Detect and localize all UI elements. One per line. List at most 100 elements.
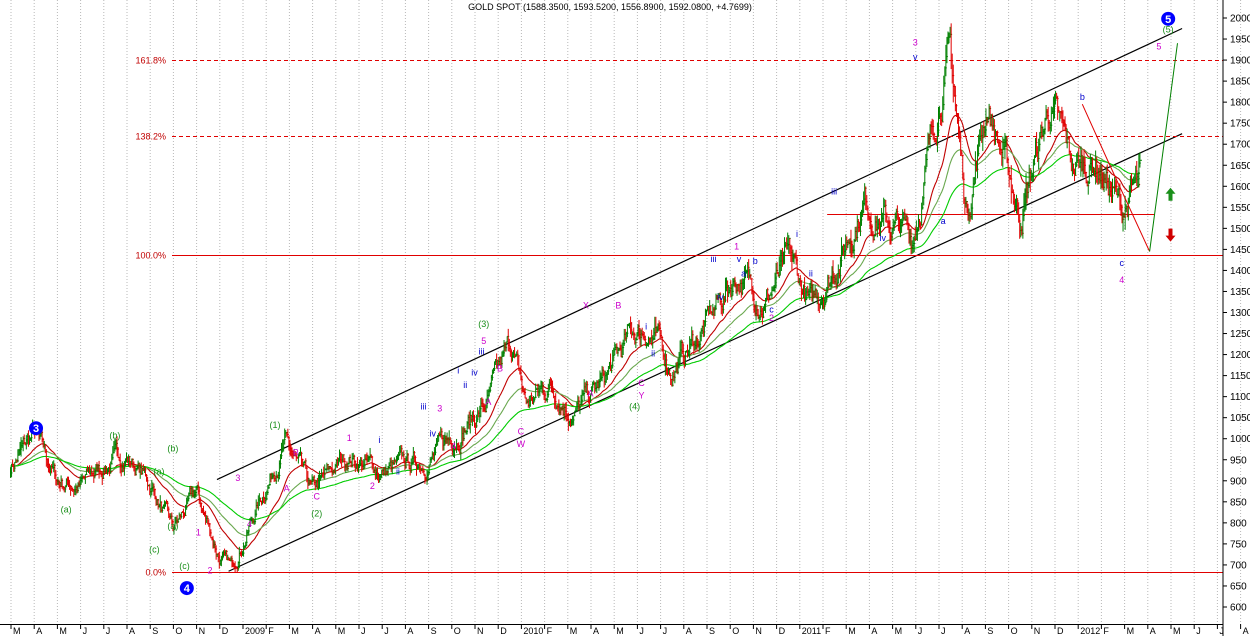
x-tick-label: M [1173, 626, 1181, 636]
wave-label: i [645, 321, 647, 331]
wave-label: a [941, 216, 946, 226]
x-tick-label: M [13, 626, 21, 636]
wave-label: 3 [437, 403, 442, 413]
fib-label: 138.2% [135, 132, 166, 142]
x-tick-label: M [616, 626, 624, 636]
projection-paths [1081, 43, 1178, 252]
y-tick-label: 1850 [1230, 77, 1250, 88]
x-tick-label: A [129, 626, 135, 636]
wave-label: ii [463, 380, 467, 390]
wave-label: 3 [235, 473, 240, 483]
x-tick-label: N [199, 626, 206, 636]
fib-label: 0.0% [145, 568, 166, 578]
x-tick-label: O [175, 626, 182, 636]
wave-label: 5 [1156, 42, 1161, 52]
x-tick-label: S [987, 626, 993, 636]
x-axis-ticks: M A M J J A S O N D 2009 F M A M J J A S O N D 2010 F M A M J J A S O N D… [10, 624, 1249, 636]
x-tick-label: J [106, 626, 111, 636]
x-tick-label: 2009 [245, 626, 265, 636]
x-tick-label: M [59, 626, 67, 636]
wave-label: 3 [913, 37, 918, 47]
y-tick-label: 1500 [1230, 224, 1250, 235]
arrow-down-icon [1165, 228, 1176, 242]
x-tick-label: A [315, 626, 321, 636]
y-tick-label: 900 [1230, 476, 1247, 487]
x-tick-label: A [593, 626, 599, 636]
x-tick-label: M [291, 626, 299, 636]
wave-label: B [615, 300, 621, 310]
x-tick-label: S [431, 626, 437, 636]
wave-label: A [284, 483, 290, 493]
wave-label: 4 [451, 441, 456, 451]
wave-label: A [587, 389, 593, 399]
x-tick-label: O [454, 626, 461, 636]
channel-lines [216, 27, 1183, 572]
arrow-up-icon [1165, 187, 1176, 201]
y-tick-label: 2000 [1230, 14, 1250, 25]
y-tick-label: 1300 [1230, 308, 1250, 319]
wave-label: (5) [1163, 25, 1174, 35]
fib-label: 100.0% [135, 251, 166, 261]
wave-label: (a) [153, 466, 164, 476]
y-tick-label: 700 [1230, 560, 1247, 571]
wave-label: 2 [769, 313, 774, 323]
y-tick-label: 1200 [1230, 350, 1250, 361]
wave-label: iv [717, 292, 724, 302]
x-tick-label: M [570, 626, 578, 636]
x-tick-label: M [338, 626, 346, 636]
x-tick-label: A [1150, 626, 1156, 636]
y-tick-label: 1750 [1230, 119, 1250, 130]
x-tick-label: J [361, 626, 366, 636]
wave-label: iii [710, 254, 716, 264]
projection-up-path [1149, 43, 1178, 252]
y-tick-label: 1250 [1230, 329, 1250, 340]
wave-label: ii [809, 269, 813, 279]
wave-label: 3 [33, 423, 39, 435]
x-tick-label: D [222, 626, 229, 636]
y-tick-label: 1950 [1230, 35, 1250, 46]
channel-line [228, 133, 1183, 572]
wave-label: B [497, 363, 503, 373]
wave-label: 1 [734, 241, 739, 251]
wave-label: iv [429, 429, 436, 439]
chart-title: GOLD SPOT (1588.3500, 1593.5200, 1556.89… [468, 2, 752, 12]
x-tick-label: D [500, 626, 507, 636]
x-tick-label: N [755, 626, 762, 636]
x-tick-label: A [1243, 626, 1249, 636]
wave-circle-marker [179, 581, 194, 596]
price-bars [10, 23, 1142, 573]
wave-label: c [769, 305, 774, 315]
wave-label: Y [639, 391, 645, 401]
y-tick-label: 650 [1230, 581, 1247, 592]
wave-label: (a) [61, 504, 72, 514]
x-tick-label: S [709, 626, 715, 636]
x-tick-label: M [895, 626, 903, 636]
wave-label: C [313, 492, 320, 502]
wave-label: 4 [247, 519, 252, 529]
x-tick-label: D [1057, 626, 1064, 636]
wave-label: B [293, 448, 299, 458]
x-tick-label: F [268, 626, 274, 636]
x-tick-label: A [871, 626, 877, 636]
wave-label: 1 [347, 433, 352, 443]
y-tick-label: 1650 [1230, 161, 1250, 172]
wave-label: v [913, 52, 918, 62]
wave-label: iv [880, 233, 887, 243]
wave-label: (b) [167, 443, 178, 453]
wave-label: (b) [109, 431, 120, 441]
x-tick-label: O [732, 626, 739, 636]
y-tick-label: 1350 [1230, 287, 1250, 298]
x-tick-label: J [83, 626, 88, 636]
y-tick-label: 1150 [1230, 371, 1250, 382]
x-tick-label: F [1103, 626, 1109, 636]
fib-label: 161.8% [135, 56, 166, 66]
wave-label: 4 [1119, 275, 1124, 285]
y-tick-label: 1050 [1230, 413, 1250, 424]
x-tick-label: D [779, 626, 786, 636]
x-tick-label: S [152, 626, 158, 636]
x-tick-label: J [941, 626, 946, 636]
wave-labels: 3 4 5 (a) (b) (c) (a) (b) (a) (c) (1) (2) (3) (4) (5) 1… [29, 11, 1176, 596]
wave-label: C [518, 427, 525, 437]
x-tick-label: F [547, 626, 553, 636]
